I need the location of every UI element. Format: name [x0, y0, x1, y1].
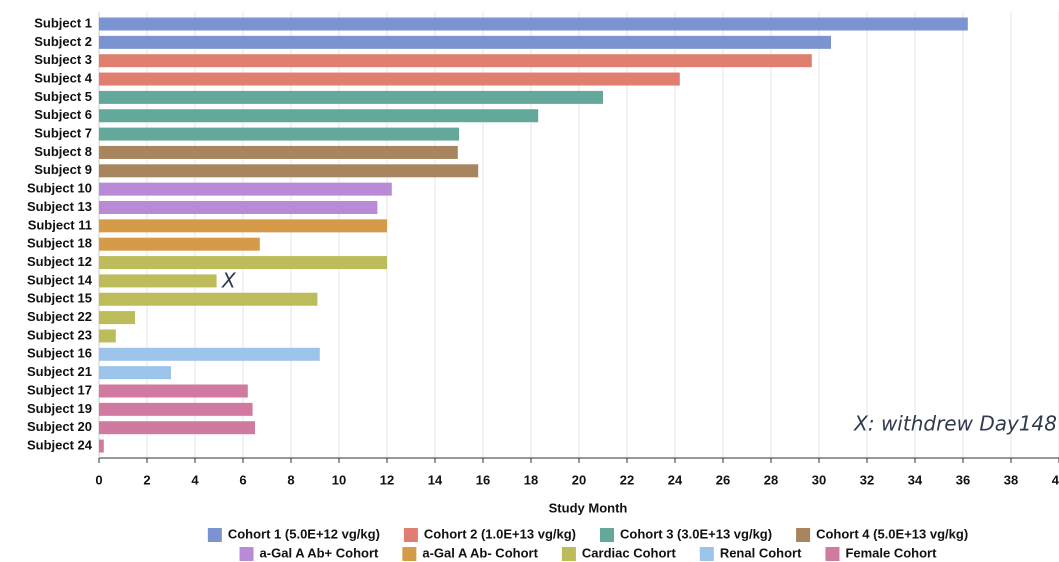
legend-label: Cohort 4 (5.0E+13 vg/kg) [816, 526, 968, 541]
y-tick-label: Subject 5 [34, 89, 92, 104]
x-tick-label: 18 [524, 472, 538, 487]
bar [99, 292, 318, 306]
legend-swatch [239, 547, 254, 561]
x-tick-label: 38 [1004, 472, 1018, 487]
legend-swatch [402, 547, 417, 561]
legend-label: Female Cohort [845, 545, 937, 560]
bar [99, 219, 387, 233]
bar [99, 182, 392, 196]
legend-label: Cohort 2 (1.0E+13 vg/kg) [424, 526, 576, 541]
legend-swatch [699, 547, 714, 561]
y-tick-label: Subject 7 [34, 126, 92, 141]
x-tick-label: 40 [1052, 472, 1059, 487]
x-tick-label: 12 [380, 472, 394, 487]
legend-label: Cohort 3 (3.0E+13 vg/kg) [620, 526, 772, 541]
y-tick-label: Subject 17 [27, 382, 92, 397]
legend-swatch [207, 528, 222, 542]
y-tick-label: Subject 8 [34, 144, 92, 159]
y-tick-label: Subject 14 [27, 272, 93, 287]
bar [99, 311, 135, 325]
y-tick-label: Subject 2 [34, 34, 92, 49]
y-tick-label: Subject 1 [34, 15, 92, 30]
x-tick-label: 10 [332, 472, 346, 487]
bar [99, 109, 539, 123]
legend-label: a-Gal A Ab- Cohort [422, 545, 538, 560]
bar [99, 274, 217, 288]
annotation-marker: X [221, 269, 237, 293]
y-tick-label: Subject 20 [27, 419, 92, 434]
x-tick-label: 20 [572, 472, 586, 487]
legend-swatch [600, 528, 614, 542]
bar [99, 17, 968, 31]
legend-swatch [561, 547, 576, 561]
bar [99, 402, 253, 416]
y-tick-label: Subject 3 [34, 52, 92, 67]
legend-label: Cardiac Cohort [582, 545, 677, 560]
legend-swatch [403, 528, 418, 542]
bar [99, 329, 116, 343]
bar [99, 72, 680, 86]
y-tick-label: Subject 23 [27, 327, 92, 342]
x-tick-label: 28 [764, 472, 778, 487]
bar [99, 35, 831, 49]
x-tick-label: 16 [476, 472, 490, 487]
y-tick-label: Subject 21 [27, 364, 92, 379]
bar [99, 256, 387, 270]
y-tick-label: Subject 15 [27, 291, 92, 306]
x-tick-label: 4 [191, 472, 199, 487]
x-tick-label: 0 [95, 472, 102, 487]
y-tick-label: Subject 6 [34, 107, 92, 122]
y-tick-label: Subject 9 [34, 162, 92, 177]
x-tick-label: 36 [956, 472, 970, 487]
y-tick-label: Subject 18 [27, 236, 92, 251]
grid [98, 12, 1059, 458]
y-tick-label: Subject 22 [27, 309, 92, 324]
x-tick-label: 26 [716, 472, 730, 487]
x-tick-label: 6 [239, 472, 246, 487]
legend-label: Renal Cohort [720, 545, 802, 560]
legend-row: Cohort 1 (5.0E+12 vg/kg) Cohort 2 (1.0E+1… [207, 526, 968, 542]
bar [99, 127, 459, 141]
bar [99, 439, 104, 453]
legend-swatch [825, 547, 840, 561]
y-tick-label: Subject 16 [27, 346, 92, 361]
bar [99, 421, 255, 435]
y-tick-label: Subject 13 [27, 199, 92, 214]
x-tick-label: 8 [287, 472, 294, 487]
plot: 0246810121416182022242628303234363840Stu… [27, 12, 1059, 561]
bar [99, 164, 479, 178]
y-tick-label: Subject 24 [27, 437, 93, 452]
legend-row: a-Gal A Ab+ Cohort a-Gal A Ab- Cohort Card… [239, 545, 937, 561]
bar [99, 384, 248, 398]
x-tick-label: 34 [908, 472, 923, 487]
bar [99, 237, 260, 251]
x-tick-label: 2 [143, 472, 150, 487]
y-tick-label: Subject 10 [27, 181, 92, 196]
legend-label: Cohort 1 (5.0E+12 vg/kg) [228, 526, 380, 541]
x-tick-label: 24 [668, 472, 683, 487]
x-tick-label: 14 [428, 472, 443, 487]
legend-swatch [796, 528, 811, 542]
bar [99, 201, 378, 214]
y-tick-label: Subject 12 [27, 254, 92, 269]
x-tick-label: 32 [860, 472, 874, 487]
annotation-note: X: withdrew Day148 [853, 412, 1057, 436]
x-tick-label: 30 [812, 472, 826, 487]
legend-label: a-Gal A Ab+ Cohort [260, 545, 379, 560]
y-tick-label: Subject 4 [34, 70, 93, 85]
bar [99, 54, 812, 68]
bar [99, 366, 171, 380]
y-tick-label: Subject 19 [27, 401, 92, 416]
bar [99, 90, 603, 104]
bar [99, 145, 458, 159]
y-tick-label: Subject 11 [28, 217, 92, 232]
bar [99, 347, 320, 361]
x-axis-title: Study Month [549, 500, 628, 515]
x-tick-label: 22 [620, 472, 634, 487]
